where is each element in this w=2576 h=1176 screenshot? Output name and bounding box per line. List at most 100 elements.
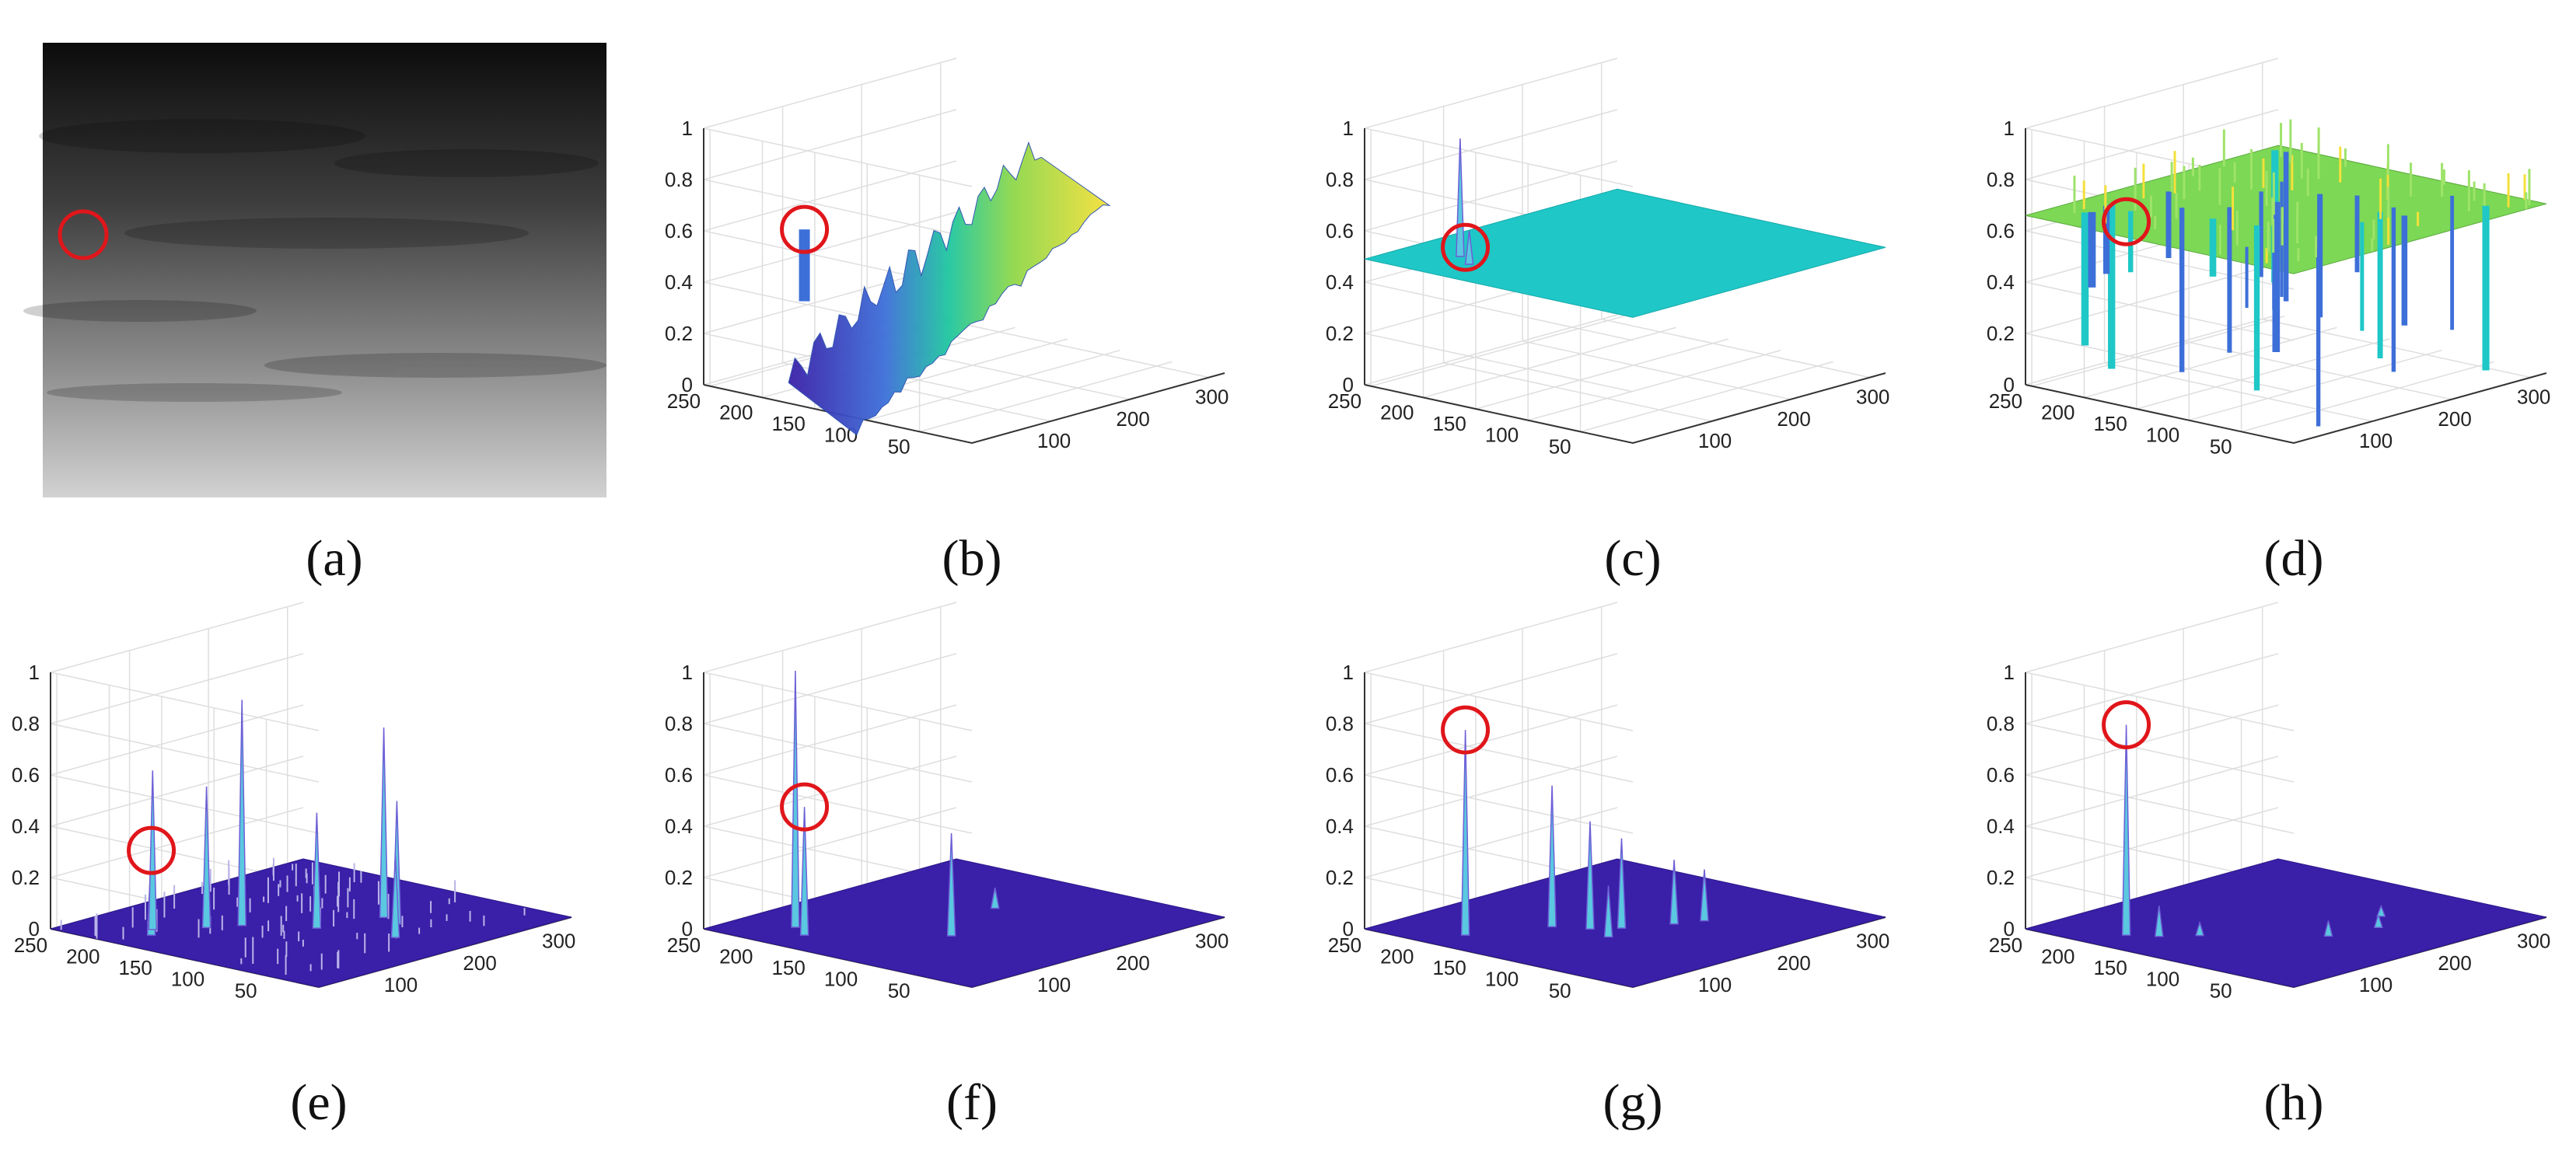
flat-surface [703,858,1225,988]
floor-edges [2025,372,2547,445]
z-tick-label: 0.8 [1326,168,1354,191]
floor-edges [1364,372,1886,445]
spike [2323,920,2333,937]
spike [1669,860,1679,925]
y-tick-label: 250 [667,389,701,413]
surface [1364,730,1886,988]
target-ring [780,204,830,254]
y-tick-label: 150 [2093,956,2127,979]
grid-line [1442,106,1712,422]
z-tick-label: 0.4 [665,815,693,838]
x-tick-label: 100 [1037,429,1071,452]
surface [788,141,1111,436]
x-tick-label: 300 [1856,386,1889,409]
surface [50,700,572,988]
y-tick-label: 100 [1485,424,1519,447]
spike [1464,231,1474,265]
y-tick-label: 250 [1989,933,2022,957]
spike [990,887,1000,909]
y-tick-label: 50 [888,979,911,1002]
z-tick-label: 0.8 [1987,712,2015,735]
z-tick-label: 0.2 [665,322,693,345]
z-tick-label: 0.8 [665,168,693,191]
x-tick-label: 200 [1116,407,1149,431]
y-tick-label: 200 [2041,944,2074,968]
z-tick-label: 0.4 [12,815,40,838]
z-tick-label: 0.6 [1326,219,1354,243]
spike [312,812,322,929]
z-tick-label: 0.4 [1987,815,2015,838]
grid-line [2241,361,2494,433]
y-tick-label: 150 [771,412,805,435]
caption-d: (d) [2264,530,2324,587]
x-tick-label: 100 [1698,429,1732,452]
z-tick-label: 0.8 [1326,712,1354,735]
grid-line [781,106,1051,422]
y-tick-label: 150 [771,956,805,979]
x-tick-label: 200 [2438,951,2471,975]
z-tick-label: 0.6 [12,763,40,787]
target-ring [2102,197,2151,246]
surface [2025,724,2547,988]
z-tick-label: 0.6 [665,763,693,787]
floor-edges [703,372,1225,445]
grid-line [866,349,1120,421]
target-ring [780,782,830,832]
grid-line [1522,84,1791,400]
grid-line [1580,361,1833,433]
caption-g: (g) [1603,1074,1663,1131]
spike [2121,724,2131,936]
y-tick-label: 50 [1549,434,1571,458]
grid-line [1600,62,1870,379]
infrared-image [43,43,606,497]
y-tick-label: 200 [2041,400,2074,424]
grid-line [1475,338,1729,410]
y-tick-label: 100 [2146,424,2179,447]
x-tick-label: 200 [1116,951,1149,975]
z-tick-label: 0 [682,373,693,396]
y-tick-label: 100 [824,968,858,991]
chart-panels: 00.20.40.60.8150100150200250100200300(b)… [12,58,2550,1131]
x-tick-label: 100 [2359,973,2392,996]
spike [1603,885,1613,938]
z-tick-label: 1 [1343,117,1354,140]
y-tick-label: 200 [66,944,100,968]
grid-line [919,361,1173,433]
x-tick-label: 100 [2359,429,2392,452]
x-tick-label: 200 [463,951,496,975]
z-tick-label: 0.6 [1987,763,2015,787]
spike [1547,785,1557,927]
target-ring [2102,700,2151,749]
target-ring [1441,222,1491,272]
surface [1364,138,1886,318]
spike [1700,869,1709,922]
caption-a: (a) [306,530,362,587]
axis-box [2025,128,2547,445]
axis-box [1364,128,1886,445]
grid-line [2084,326,2337,399]
z-tick-label: 1 [682,117,693,140]
spike [237,700,246,926]
flat-surface [2025,858,2547,988]
spike [2195,920,2205,937]
x-tick-label: 200 [1777,407,1810,431]
z-tick-label: 1 [1343,661,1354,684]
y-tick-label: 50 [235,979,257,1002]
z-tick-label: 0.2 [1987,866,2015,889]
target-ring [1441,705,1491,755]
y-tick-label: 250 [1989,389,2022,413]
spike [1585,821,1595,930]
spike [791,670,800,928]
y-tick-label: 50 [1549,979,1571,1002]
z-tick-label: 0.4 [665,270,693,294]
y-tick-label: 150 [1432,412,1466,435]
z-tick-label: 0 [2004,917,2015,940]
y-tick-label: 250 [1328,933,1361,957]
y-tick-label: 250 [667,933,701,957]
y-tick-label: 150 [118,956,152,979]
